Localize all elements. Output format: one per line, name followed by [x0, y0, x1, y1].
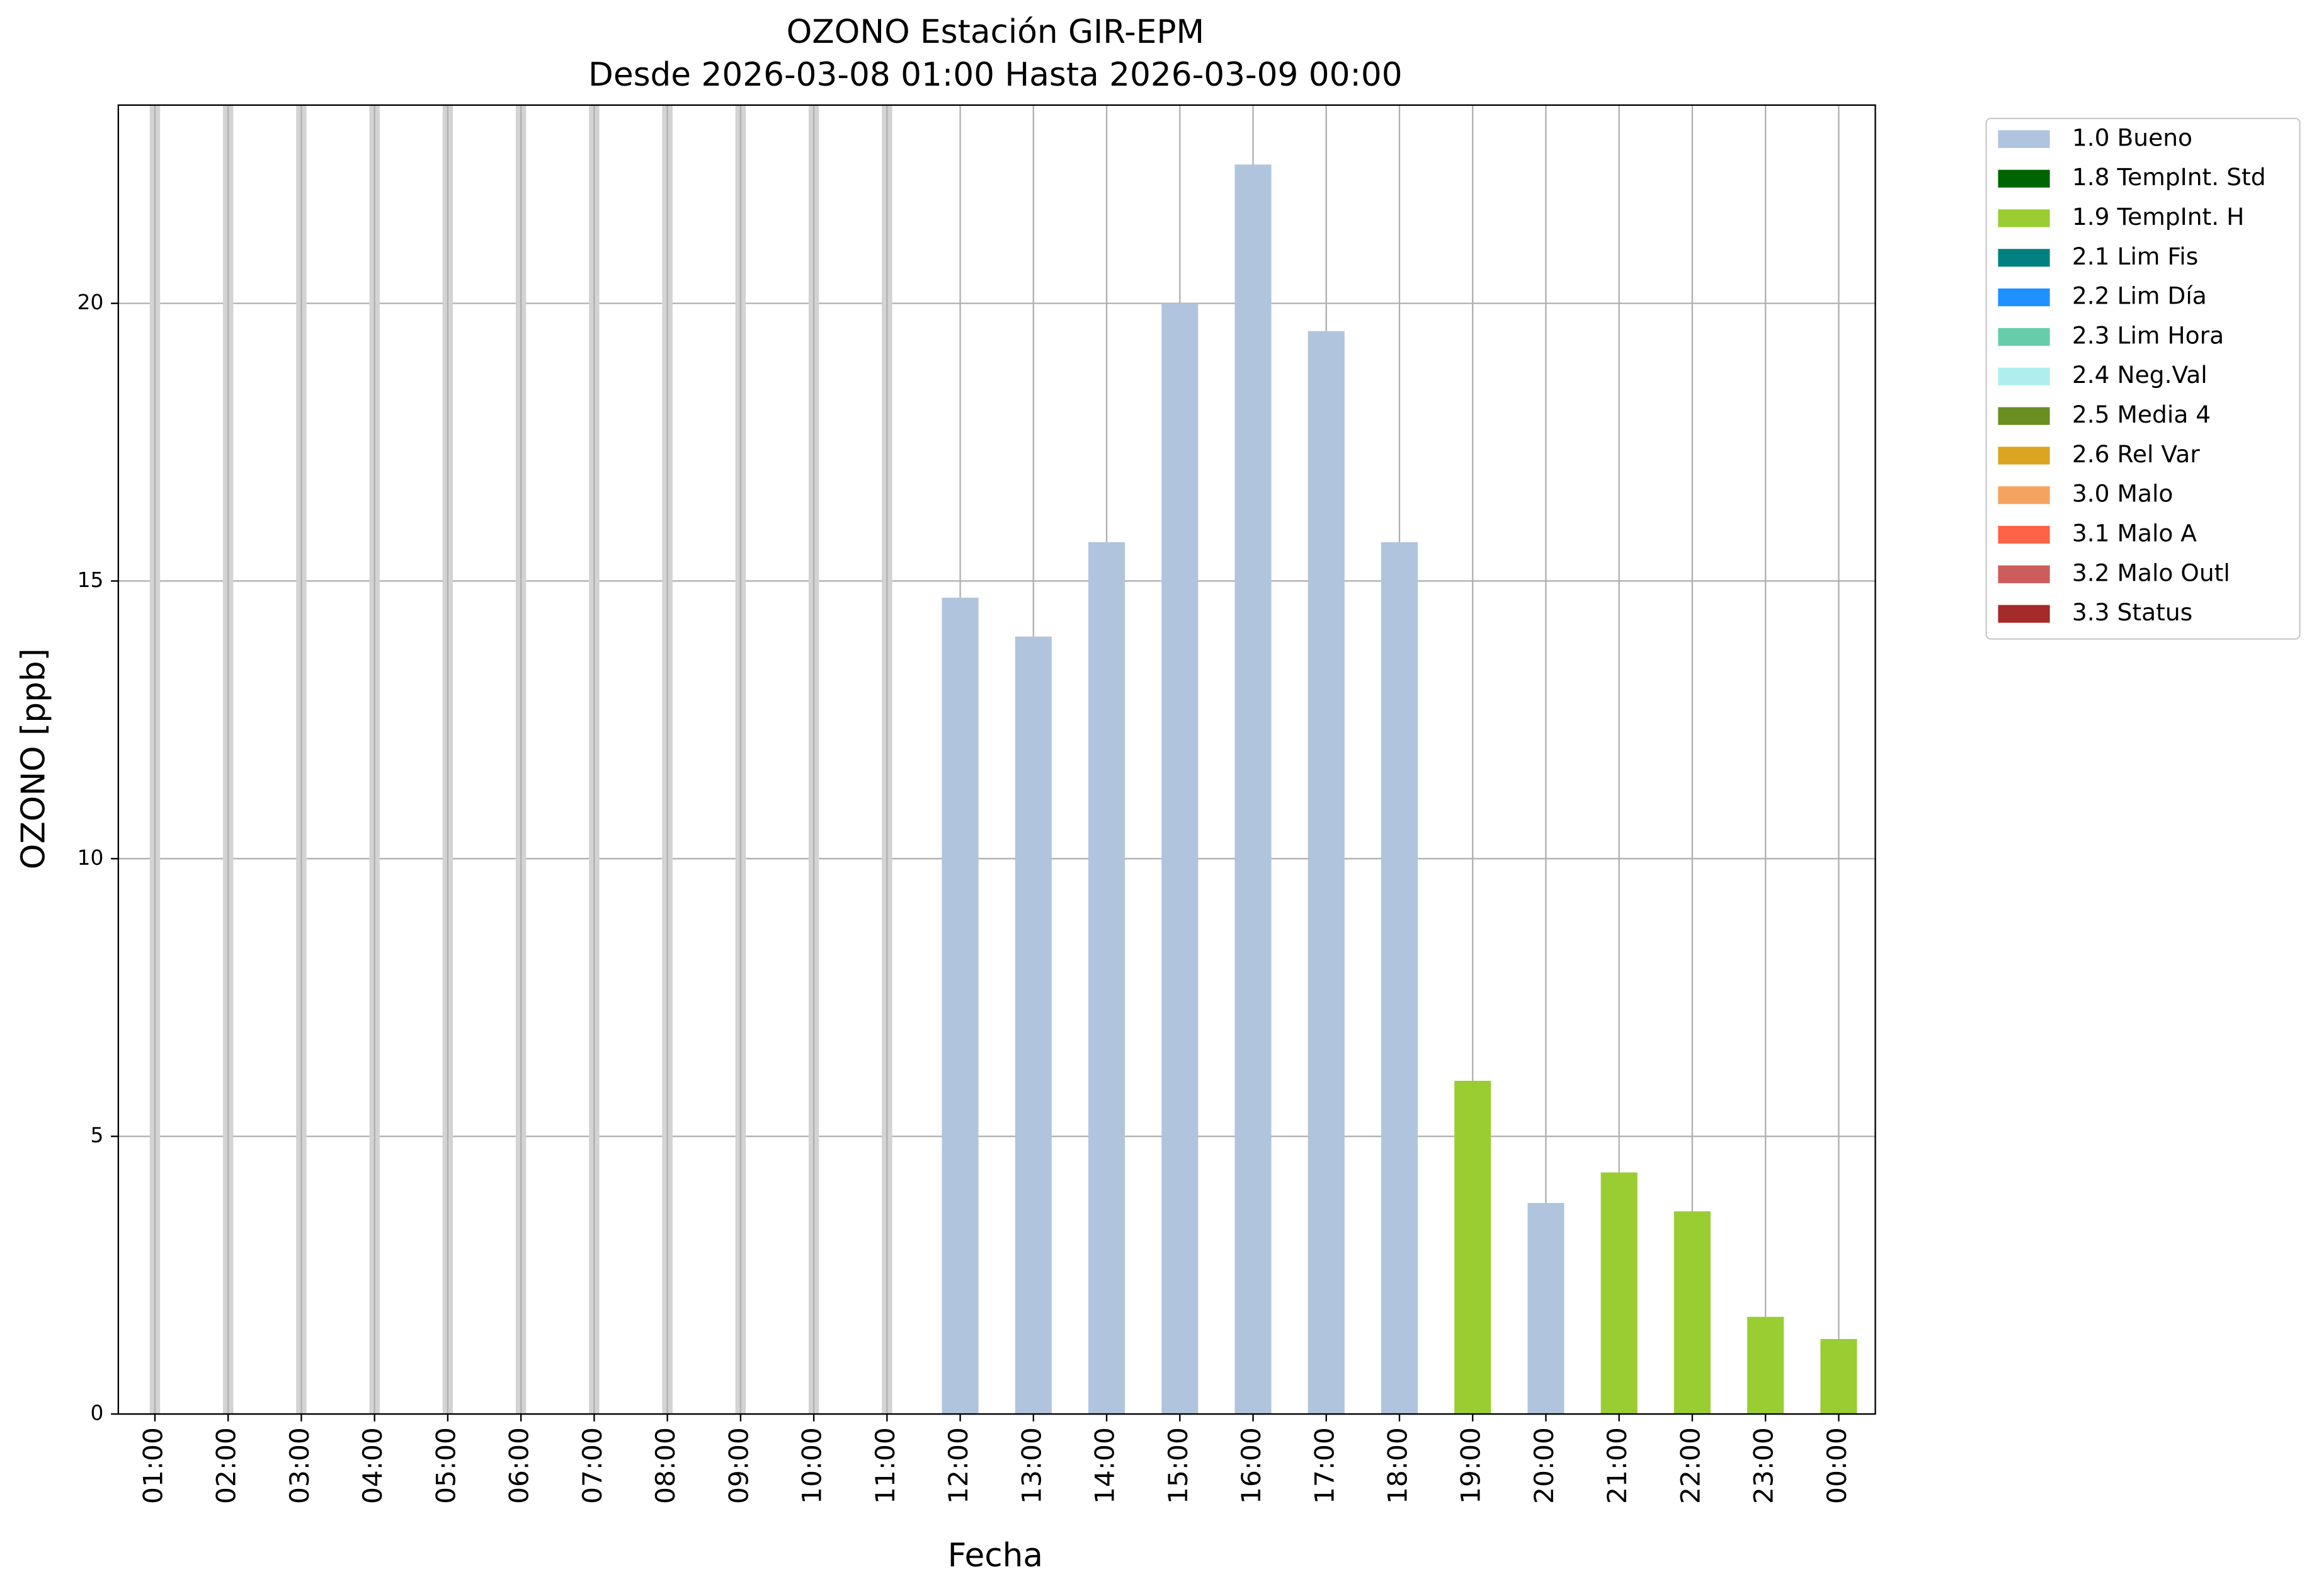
legend-label: 2.2 Lim Día [2072, 282, 2207, 310]
bar [1600, 1172, 1638, 1415]
y-tick-label: 10 [77, 845, 104, 870]
legend-label: 1.8 TempInt. Std [2072, 163, 2266, 191]
bar [942, 597, 979, 1415]
x-tick-label: 13:00 [1016, 1427, 1047, 1504]
legend-swatch [1998, 565, 2050, 583]
y-tick-label: 0 [90, 1401, 103, 1425]
x-tick-label: 16:00 [1236, 1427, 1267, 1504]
bar [1673, 1211, 1711, 1415]
legend-swatch [1998, 288, 2050, 307]
x-tick-label: 10:00 [797, 1427, 828, 1504]
legend-label: 3.0 Malo [2072, 480, 2174, 508]
legend-swatch [1998, 209, 2050, 227]
x-tick-label: 15:00 [1163, 1427, 1194, 1504]
legend-swatch [1998, 130, 2050, 148]
legend-swatch [1998, 525, 2050, 544]
legend-label: 3.2 Malo Outl [2072, 559, 2230, 586]
legend-label: 1.9 TempInt. H [2072, 203, 2245, 231]
y-axis-label: OZONO [ppb] [14, 648, 52, 869]
bar [1015, 636, 1052, 1415]
y-tick-label: 15 [77, 567, 104, 592]
x-tick-label: 00:00 [1821, 1427, 1852, 1504]
legend-label: 2.4 Neg.Val [2072, 361, 2208, 389]
bar [1234, 164, 1272, 1415]
x-tick-label: 12:00 [943, 1427, 974, 1504]
bar [1308, 331, 1345, 1415]
bar [1381, 542, 1418, 1415]
x-tick-label: 19:00 [1456, 1427, 1486, 1504]
y-tick-label: 5 [90, 1123, 103, 1148]
x-tick-label: 08:00 [650, 1427, 681, 1504]
legend-label: 2.3 Lim Hora [2072, 321, 2224, 349]
legend-swatch [1998, 328, 2050, 346]
chart-subtitle: Desde 2026-03-08 01:00 Hasta 2026-03-09 … [588, 56, 1403, 94]
bar [1747, 1316, 1784, 1415]
plot-frame [117, 104, 1876, 1415]
x-tick-label: 22:00 [1675, 1427, 1706, 1504]
x-tick-label: 18:00 [1382, 1427, 1413, 1504]
x-axis-label: Fecha [948, 1537, 1043, 1575]
legend-label: 3.3 Status [2072, 598, 2192, 626]
bar [1527, 1202, 1564, 1415]
x-tick-label: 04:00 [357, 1427, 388, 1504]
x-tick-label: 17:00 [1309, 1427, 1340, 1504]
chart-title: OZONO Estación GIR-EPM [787, 13, 1204, 51]
legend-swatch [1998, 367, 2050, 385]
x-tick-label: 02:00 [211, 1427, 242, 1504]
x-tick-label: 23:00 [1748, 1427, 1779, 1504]
legend-swatch [1998, 249, 2050, 267]
x-tick-label: 14:00 [1090, 1427, 1120, 1504]
x-tick-label: 03:00 [284, 1427, 315, 1504]
bar [1161, 303, 1199, 1415]
legend-swatch [1998, 447, 2050, 465]
legend-label: 2.6 Rel Var [2072, 440, 2200, 468]
legend-swatch [1998, 169, 2050, 188]
legend-label: 2.5 Media 4 [2072, 401, 2211, 428]
x-tick-label: 21:00 [1602, 1427, 1632, 1504]
y-tick-label: 20 [77, 290, 104, 314]
legend-swatch [1998, 605, 2050, 623]
legend-label: 3.1 Malo A [2072, 520, 2197, 547]
x-tick-label: 09:00 [723, 1427, 754, 1504]
legend-label: 2.1 Lim Fis [2072, 242, 2198, 270]
x-tick-label: 01:00 [137, 1427, 168, 1504]
legend-label: 1.0 Bueno [2072, 123, 2192, 151]
legend-box [1985, 117, 2301, 640]
bar [1454, 1081, 1491, 1415]
x-tick-label: 11:00 [870, 1427, 901, 1504]
legend-swatch [1998, 407, 2050, 425]
bar [1088, 542, 1125, 1415]
x-tick-label: 07:00 [577, 1427, 608, 1504]
bar [1820, 1339, 1857, 1415]
legend-swatch [1998, 486, 2050, 504]
x-tick-label: 05:00 [430, 1427, 461, 1504]
x-tick-label: 06:00 [504, 1427, 535, 1504]
x-tick-label: 20:00 [1529, 1427, 1559, 1504]
